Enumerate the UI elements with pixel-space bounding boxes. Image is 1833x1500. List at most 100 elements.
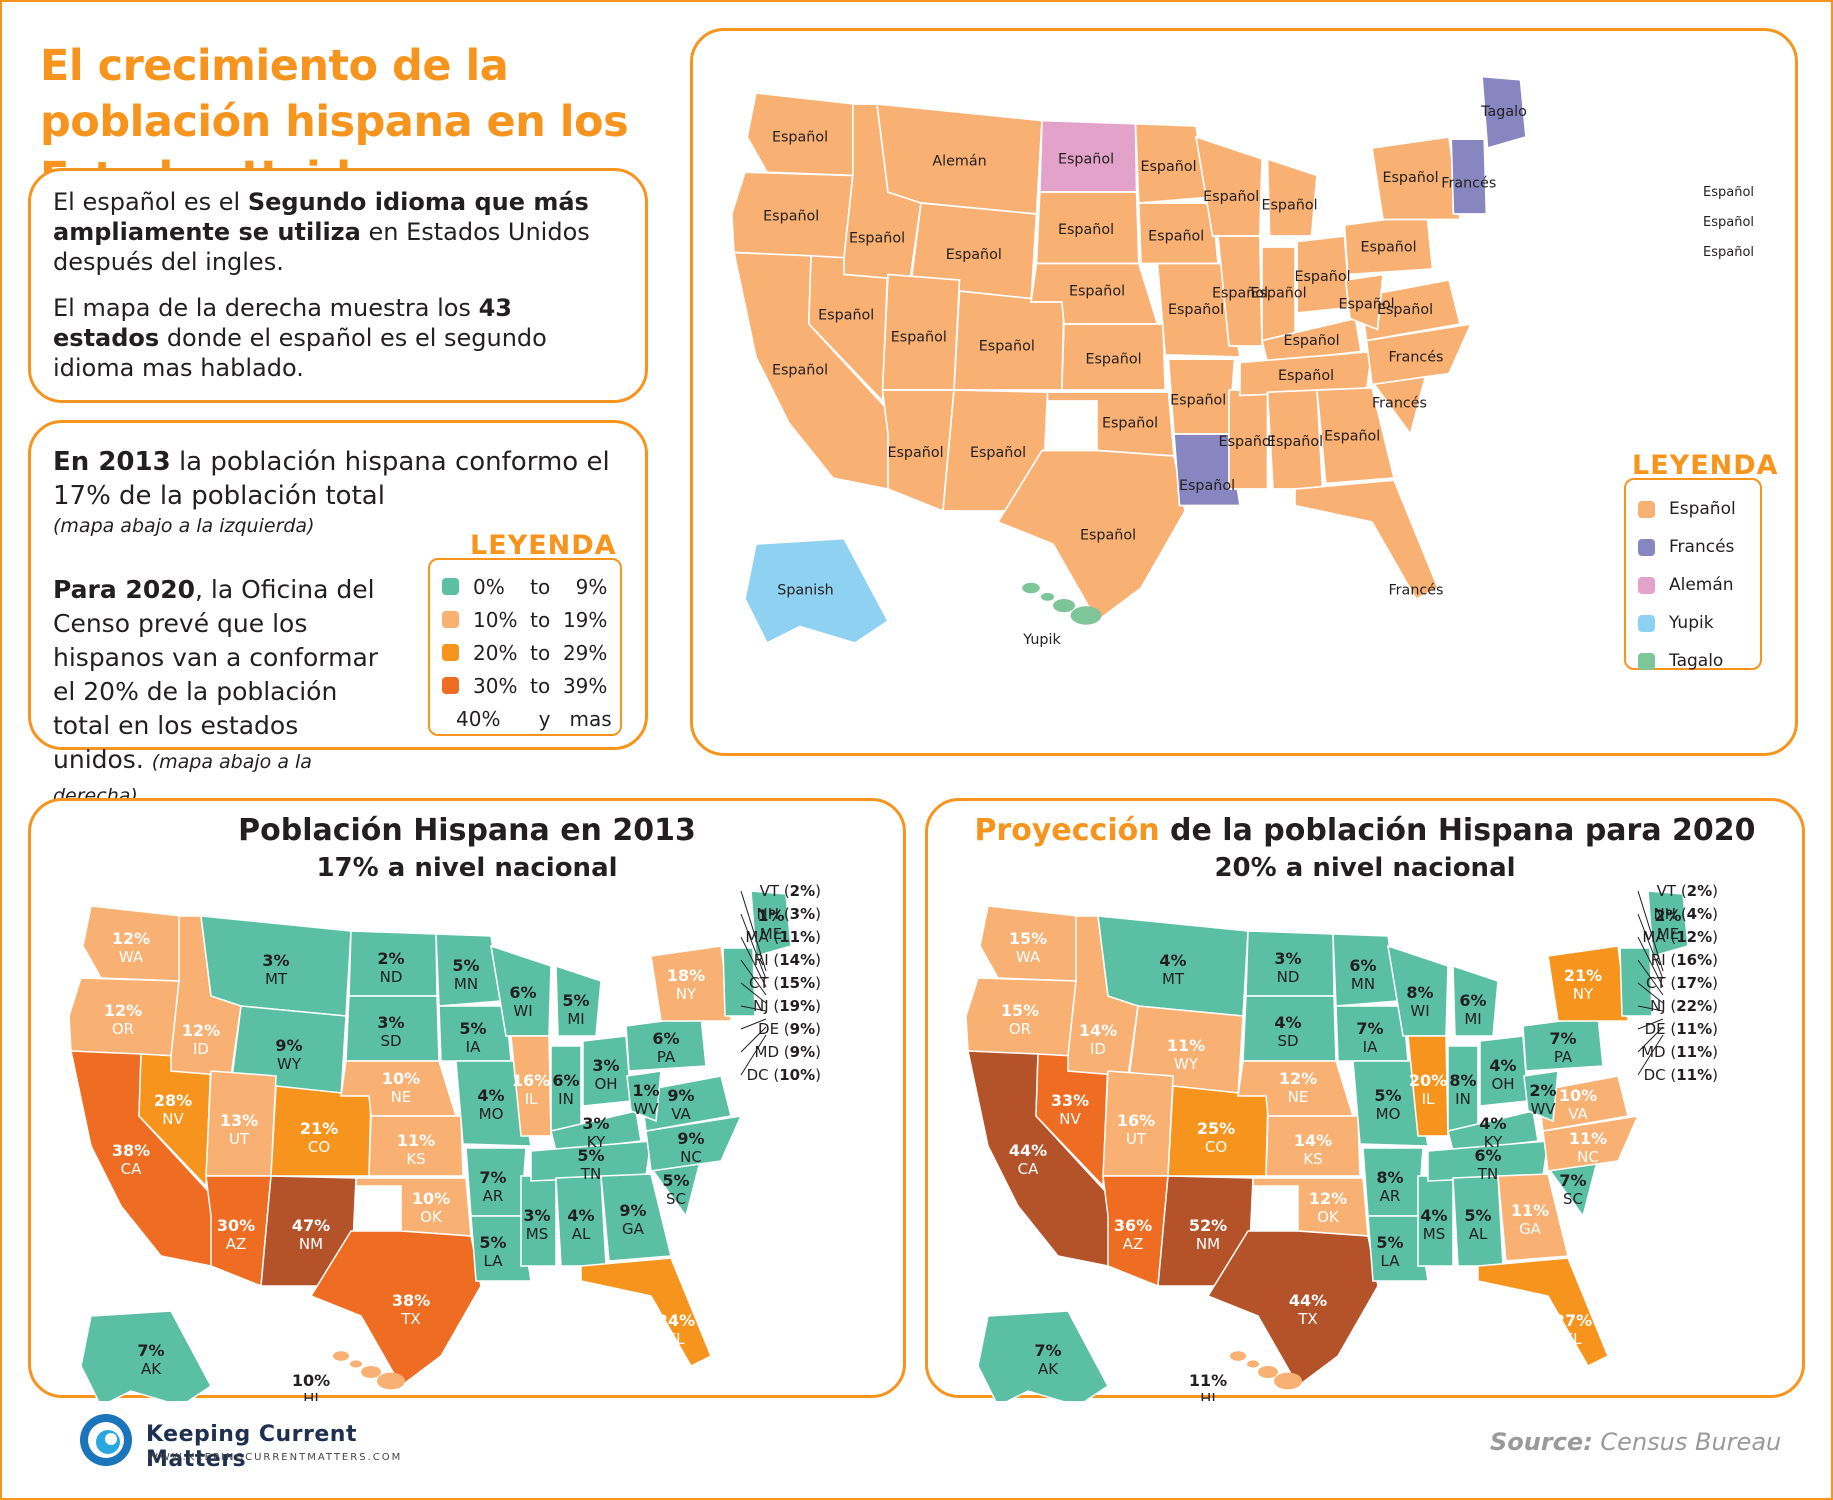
map-2013-callout-line	[740, 982, 767, 1004]
map-2020-pct-label: 11%	[1569, 1129, 1607, 1148]
language-map-label: Español	[1294, 269, 1350, 285]
map-2013-abbr-label: LA	[484, 1252, 504, 1270]
map-2020-callout-line	[1637, 1005, 1664, 1012]
population-legend-label: 20% to 29%	[473, 640, 608, 665]
map-2020-pct-label: 36%	[1114, 1216, 1152, 1235]
map-2013-abbr-label: AR	[483, 1187, 504, 1205]
language-map-state	[1173, 433, 1241, 507]
map-2013-abbr-label: PA	[657, 1048, 676, 1066]
population-legend-swatch	[442, 611, 459, 628]
language-map-label: Spanish	[777, 583, 833, 599]
language-map: EspañolEspañolEspañolEspañolEspañolAlemá…	[730, 75, 1754, 648]
map-2013-callout-label: MD (9%)	[755, 1043, 821, 1061]
map-2020-pct-label: 44%	[1009, 1141, 1047, 1160]
map-2013-state-nc	[645, 1115, 743, 1172]
language-legend-item: Francés	[1638, 528, 1748, 566]
map-2020-abbr-label: MN	[1351, 975, 1375, 993]
map-2020-pct-label: 25%	[1197, 1119, 1235, 1138]
map-2013-abbr-label: WI	[513, 1002, 532, 1020]
population-legend-label: 40% y mas	[456, 706, 612, 731]
language-map-callout-label: Español	[1703, 215, 1754, 230]
map-2013-pct-label: 3%	[262, 951, 289, 970]
map-2013-state-mi	[555, 964, 602, 1037]
map-2013-abbr-label: KY	[587, 1133, 606, 1151]
map-2013-abbr-label: WA	[119, 948, 144, 966]
map-2013-abbr-label: TX	[400, 1310, 420, 1328]
map-2020-abbr-label: KY	[1484, 1133, 1503, 1151]
map-2013-abbr-label: WV	[633, 1100, 659, 1118]
map-2020-pct-label: 2%	[1529, 1081, 1556, 1100]
swirl-logo-icon	[80, 1414, 132, 1466]
map-2020-callout-label: MD (11%)	[1641, 1043, 1718, 1061]
map-2020-abbr-label: MS	[1423, 1225, 1445, 1243]
language-map-label: Español	[1179, 478, 1235, 494]
map-2013-pct-label: 18%	[667, 966, 705, 985]
population-legend-item: 20% to 29%	[442, 636, 608, 669]
language-map-label: Tagalo	[1480, 104, 1527, 120]
map-2020-abbr-label: WY	[1174, 1055, 1199, 1073]
map-2013-pct-label: 30%	[217, 1216, 255, 1235]
map-2013-callout-label: DC (10%)	[747, 1066, 821, 1084]
language-map-label: Español	[818, 308, 874, 324]
map-2013-pct-label: 5%	[662, 1171, 689, 1190]
language-map-label: Francés	[1389, 349, 1444, 365]
map-2013-callout-label: VT (2%)	[760, 882, 821, 900]
map-2020-pct-label: 5%	[1376, 1233, 1403, 1252]
language-map-label: Español	[1377, 302, 1433, 318]
map-2013-state-ky	[550, 1110, 642, 1152]
map-2020-state-hi-island	[1230, 1351, 1246, 1361]
map-2020-callout-line	[1637, 1018, 1664, 1030]
logo-url-text: WWW.KEEPINGCURRENTMATTERS.COM	[148, 1452, 403, 1463]
map-2013-abbr-label: MN	[454, 975, 478, 993]
map-2013-pct-label: 3%	[523, 1206, 550, 1225]
population-legend-title: LEYENDA	[470, 530, 617, 561]
map-2020-pct-label: 4%	[1159, 951, 1186, 970]
language-map-state	[996, 449, 1186, 623]
map-2013-pct-label: 10%	[382, 1069, 420, 1088]
map-2013-pct-label: 16%	[512, 1071, 550, 1090]
language-map-state	[1360, 279, 1462, 342]
map-2013-pct-label: 9%	[275, 1036, 302, 1055]
map-2020-abbr-label: NC	[1577, 1148, 1599, 1166]
language-map-label: Alemán	[932, 154, 986, 170]
map-2013-pct-label: 12%	[182, 1021, 220, 1040]
map-2013-abbr-label: AL	[572, 1225, 591, 1243]
map-2020-state-hi-island	[1247, 1360, 1259, 1368]
map-2013-pct-label: 5%	[479, 1233, 506, 1252]
map-2013-pct-label: 4%	[477, 1086, 504, 1105]
map-2013-abbr-label: FL	[668, 1330, 686, 1348]
map-2020-state-fl	[1477, 1257, 1609, 1367]
language-map-state-hi-island	[1040, 592, 1055, 601]
map-2013-abbr-label: NE	[391, 1088, 412, 1106]
map-2013-abbr-label: OK	[420, 1208, 443, 1226]
map-2020-callout-line	[1637, 936, 1664, 988]
map-2020-abbr-label: TX	[1297, 1310, 1317, 1328]
map-2013-abbr-label: SC	[666, 1190, 686, 1208]
language-legend-item: Yupik	[1638, 604, 1748, 642]
language-map-label: Francés	[1372, 396, 1427, 412]
language-map-label: Español	[763, 209, 819, 225]
language-map-state	[1365, 322, 1473, 386]
map-2013-abbr-label: UT	[229, 1130, 250, 1148]
map-2013-state-wv	[626, 1070, 662, 1123]
map-2013-state-ks	[368, 1115, 464, 1177]
language-legend-title: LEYENDA	[1632, 450, 1779, 481]
language-map-label: Español	[1338, 297, 1394, 313]
map-2013-pct-label: 38%	[392, 1291, 430, 1310]
map-2020-pct-label: 4%	[1274, 1013, 1301, 1032]
map-2020-pct-label: 11%	[1167, 1036, 1205, 1055]
map-2013-abbr-label: CA	[121, 1160, 142, 1178]
map-2013-state-me	[722, 947, 756, 1017]
language-map-label: Español	[1069, 283, 1125, 299]
map-2020-abbr-label: ND	[1277, 968, 1300, 986]
population-legend-label: 30% to 39%	[473, 673, 608, 698]
map-2013-pct-label: 9%	[677, 1129, 704, 1148]
map-2013-abbr-label: ID	[193, 1040, 209, 1058]
map-2020-abbr-label: TN	[1477, 1165, 1498, 1183]
map-2020-pct-label: 8%	[1376, 1168, 1403, 1187]
map-2013-state-hi-island	[333, 1351, 349, 1361]
map-2020-abbr-label: ID	[1090, 1040, 1106, 1058]
map-2013-pct-label: 5%	[452, 956, 479, 975]
map-2013-pct-label: 9%	[619, 1201, 646, 1220]
language-map-label: Español	[891, 330, 947, 346]
